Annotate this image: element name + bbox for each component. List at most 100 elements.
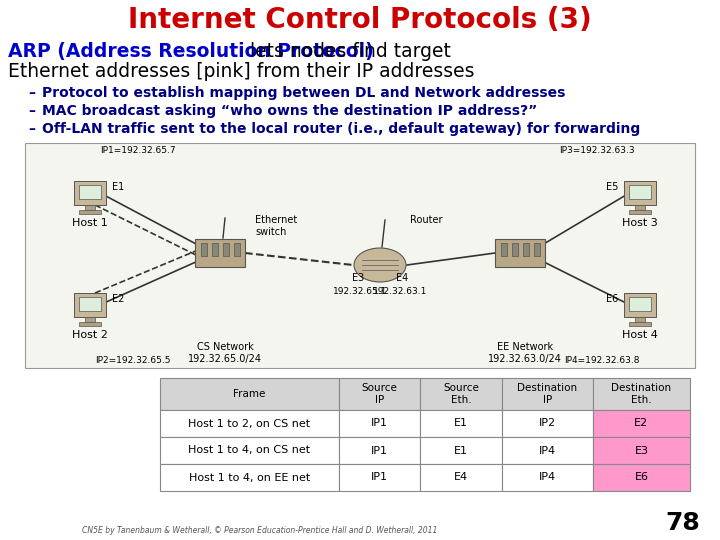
- Text: Destination
IP: Destination IP: [517, 383, 577, 405]
- Bar: [629, 211, 651, 214]
- Text: Host 3: Host 3: [622, 218, 658, 228]
- Text: IP1: IP1: [371, 418, 388, 429]
- Text: Ethernet addresses [pink] from their IP addresses: Ethernet addresses [pink] from their IP …: [8, 62, 474, 81]
- Bar: [624, 293, 656, 316]
- Text: Protocol to establish mapping between DL and Network addresses: Protocol to establish mapping between DL…: [42, 86, 565, 100]
- Text: –: –: [28, 122, 35, 136]
- Bar: [160, 437, 338, 464]
- Text: E4: E4: [454, 472, 468, 483]
- Bar: [629, 297, 651, 312]
- Bar: [74, 293, 106, 316]
- Text: MAC broadcast asking “who owns the destination IP address?”: MAC broadcast asking “who owns the desti…: [42, 104, 537, 118]
- Text: Destination
Eth.: Destination Eth.: [611, 383, 672, 405]
- Text: E6: E6: [606, 294, 618, 304]
- Text: Host 4: Host 4: [622, 330, 658, 340]
- Bar: [338, 410, 420, 437]
- Bar: [201, 243, 207, 255]
- Text: E2: E2: [112, 294, 125, 304]
- Text: Off-LAN traffic sent to the local router (i.e., default gateway) for forwarding: Off-LAN traffic sent to the local router…: [42, 122, 640, 136]
- Text: ARP (Address Resolution Protocol): ARP (Address Resolution Protocol): [8, 42, 374, 61]
- Text: Host 1 to 4, on CS net: Host 1 to 4, on CS net: [189, 446, 310, 456]
- Bar: [635, 205, 644, 211]
- Text: E3: E3: [634, 446, 649, 456]
- Bar: [74, 181, 106, 205]
- Text: EE Network
192.32.63.0/24: EE Network 192.32.63.0/24: [488, 342, 562, 364]
- Bar: [629, 322, 651, 326]
- Text: E3: E3: [352, 273, 364, 283]
- Text: Host 1: Host 1: [72, 218, 108, 228]
- Text: IP1=192.32.65.7: IP1=192.32.65.7: [100, 146, 176, 155]
- Text: –: –: [28, 86, 35, 100]
- Bar: [502, 378, 593, 410]
- Bar: [160, 464, 338, 491]
- Bar: [212, 243, 218, 255]
- Bar: [635, 316, 644, 322]
- Text: IP3=192.32.63.3: IP3=192.32.63.3: [559, 146, 635, 155]
- Text: IP4: IP4: [539, 446, 556, 456]
- Text: Source
Eth.: Source Eth.: [443, 383, 479, 405]
- Bar: [502, 437, 593, 464]
- Text: Host 1 to 2, on CS net: Host 1 to 2, on CS net: [189, 418, 310, 429]
- Bar: [78, 297, 102, 312]
- Text: Host 1 to 4, on EE net: Host 1 to 4, on EE net: [189, 472, 310, 483]
- Bar: [160, 410, 338, 437]
- Text: E5: E5: [606, 182, 618, 192]
- Bar: [223, 243, 229, 255]
- Text: IP1: IP1: [371, 446, 388, 456]
- Text: Host 2: Host 2: [72, 330, 108, 340]
- Bar: [534, 243, 540, 255]
- Bar: [593, 410, 690, 437]
- Bar: [523, 243, 529, 255]
- Bar: [420, 464, 502, 491]
- Text: IP4=192.32.63.8: IP4=192.32.63.8: [564, 356, 640, 365]
- Text: Router: Router: [410, 215, 443, 225]
- Text: 78: 78: [665, 511, 700, 535]
- Text: E6: E6: [634, 472, 649, 483]
- Bar: [79, 211, 101, 214]
- Bar: [160, 378, 338, 410]
- Text: IP2=192.32.65.5: IP2=192.32.65.5: [95, 356, 171, 365]
- Bar: [593, 437, 690, 464]
- Bar: [78, 185, 102, 199]
- Bar: [512, 243, 518, 255]
- Bar: [420, 378, 502, 410]
- Bar: [338, 378, 420, 410]
- Bar: [624, 181, 656, 205]
- Text: Source
IP: Source IP: [361, 383, 397, 405]
- Bar: [629, 185, 651, 199]
- Bar: [502, 410, 593, 437]
- Bar: [502, 464, 593, 491]
- Text: CN5E by Tanenbaum & Wetherall, © Pearson Education-Prentice Hall and D. Wetheral: CN5E by Tanenbaum & Wetherall, © Pearson…: [82, 526, 438, 535]
- Text: E1: E1: [112, 182, 125, 192]
- Bar: [338, 437, 420, 464]
- Text: E1: E1: [454, 446, 468, 456]
- Text: CS Network
192.32.65.0/24: CS Network 192.32.65.0/24: [188, 342, 262, 364]
- Text: IP1: IP1: [371, 472, 388, 483]
- Bar: [495, 239, 545, 267]
- Bar: [195, 239, 245, 267]
- Bar: [501, 243, 507, 255]
- Text: E2: E2: [634, 418, 649, 429]
- Bar: [338, 464, 420, 491]
- Text: IP2: IP2: [539, 418, 556, 429]
- Bar: [593, 464, 690, 491]
- Text: –: –: [28, 104, 35, 118]
- Bar: [420, 437, 502, 464]
- Text: E4: E4: [396, 273, 408, 283]
- Text: E1: E1: [454, 418, 468, 429]
- Text: 192.32.63.1: 192.32.63.1: [373, 287, 427, 296]
- Bar: [25, 143, 695, 368]
- Text: 192.32.65.1: 192.32.65.1: [333, 287, 387, 296]
- Text: Frame: Frame: [233, 389, 266, 399]
- Bar: [85, 205, 95, 211]
- Bar: [593, 378, 690, 410]
- Ellipse shape: [354, 248, 406, 282]
- Text: Internet Control Protocols (3): Internet Control Protocols (3): [128, 6, 592, 34]
- Bar: [234, 243, 240, 255]
- Text: IP4: IP4: [539, 472, 556, 483]
- Bar: [420, 410, 502, 437]
- Text: Ethernet
switch: Ethernet switch: [255, 215, 297, 237]
- Text: lets nodes find target: lets nodes find target: [244, 42, 451, 61]
- Bar: [79, 322, 101, 326]
- Bar: [85, 316, 95, 322]
